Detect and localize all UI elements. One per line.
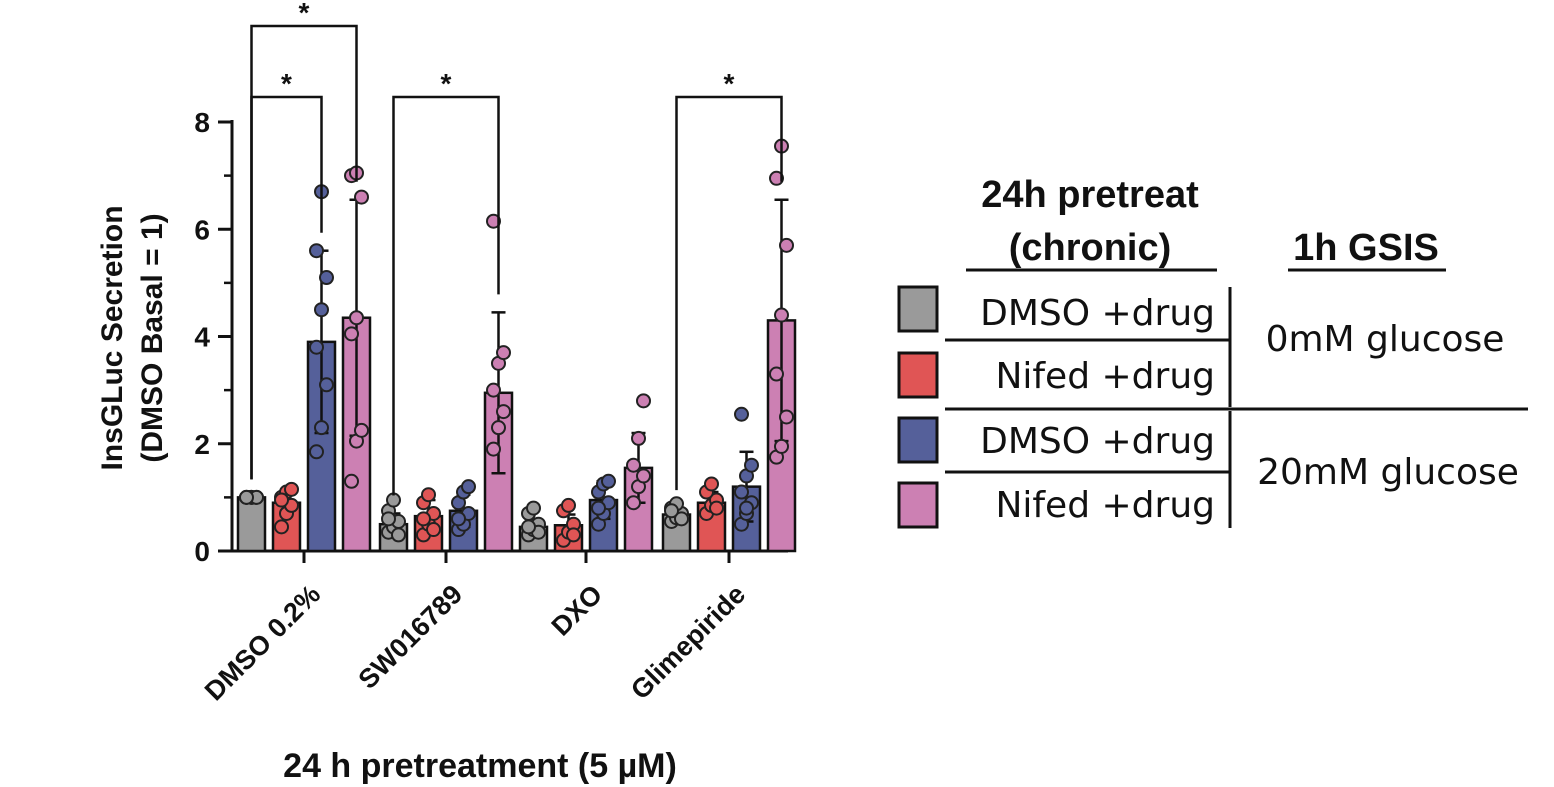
point-s2-c0-5 — [319, 270, 334, 286]
point-s1-c0-0 — [274, 519, 289, 535]
point-s2-c0-6 — [309, 243, 324, 259]
point-s1-c0-5 — [284, 481, 299, 497]
point-s3-c1-6 — [486, 213, 501, 229]
point-s1-c2-4 — [561, 497, 576, 513]
significance-star-3: * — [724, 68, 735, 99]
y-tick-label-0: 0 — [194, 536, 210, 567]
significance-star-0: * — [281, 68, 292, 99]
point-s3-c3-2 — [779, 409, 794, 425]
point-s2-c0-4 — [314, 302, 329, 318]
point-s0-c1-4 — [386, 492, 401, 508]
y-axis-label-line1: InsGLuc Secretion — [96, 205, 129, 470]
y-tick-label-4: 8 — [194, 107, 210, 138]
significance-star-1: * — [299, 0, 310, 28]
legend-item-label-3: Nifed +drug — [995, 485, 1215, 526]
point-s3-c0-2 — [354, 422, 369, 438]
point-s0-c2-4 — [526, 500, 541, 516]
legend-item-label-1: Nifed +drug — [995, 356, 1215, 397]
legend-header-pretreat-line1: 24h pretreat — [981, 174, 1199, 216]
point-s0-c3-5 — [674, 511, 689, 527]
y-tick-label-2: 4 — [194, 322, 210, 353]
point-s3-c1-1 — [491, 420, 506, 436]
point-s2-c3-7 — [739, 500, 754, 516]
significance-bracket-3 — [675, 95, 783, 491]
point-s0-c0-6 — [239, 489, 254, 505]
point-s3-c3-6 — [769, 170, 784, 186]
point-s0-c1-6 — [381, 511, 396, 527]
bar-chart: InsGLuc Secretion (DMSO Basal = 1) 24 h … — [96, 0, 797, 785]
legend-item-label-2: DMSO +drug — [980, 421, 1215, 462]
point-s2-c1-5 — [461, 479, 476, 495]
point-s0-c3-6 — [664, 503, 679, 519]
significance-star-2: * — [441, 68, 452, 99]
point-s2-c0-3 — [309, 339, 324, 355]
point-s3-c1-3 — [486, 382, 501, 398]
point-s1-c2-5 — [566, 527, 581, 543]
point-s1-c1-4 — [421, 487, 436, 503]
point-s3-c0-0 — [344, 473, 359, 489]
point-s3-c2-3 — [626, 457, 641, 473]
legend-group-20mm: 20mM glucose — [1257, 452, 1519, 493]
point-s2-c2-6 — [591, 500, 606, 516]
point-s3-c2-2 — [636, 468, 651, 484]
legend-swatch-2 — [897, 416, 939, 464]
point-s1-c1-6 — [416, 511, 431, 527]
point-s3-c3-5 — [779, 237, 794, 253]
point-s0-c1-5 — [391, 527, 406, 543]
point-s1-c3-4 — [704, 476, 719, 492]
point-s1-c1-5 — [426, 522, 441, 538]
legend-swatch-3 — [897, 481, 939, 529]
legend-group-0mm: 0mM glucose — [1266, 319, 1505, 360]
y-axis-label-line2: (DMSO Basal = 1) — [136, 213, 169, 462]
x-tick-label-2: DXO — [546, 579, 609, 642]
legend-swatch-1 — [897, 351, 939, 399]
legend-header-pretreat-line2: (chronic) — [1009, 227, 1172, 269]
point-s3-c0-4 — [349, 310, 364, 326]
point-s3-c1-0 — [486, 441, 501, 457]
point-s2-c3-5 — [744, 457, 759, 473]
point-s3-c3-3 — [769, 366, 784, 382]
point-s2-c3-6 — [734, 406, 749, 422]
point-s3-c1-5 — [496, 345, 511, 361]
significance-bracket-1 — [250, 24, 358, 480]
bar-s0-c0 — [236, 496, 267, 553]
point-s2-c1-6 — [451, 511, 466, 527]
legend-item-label-0: DMSO +drug — [980, 293, 1215, 334]
point-s2-c2-5 — [601, 473, 616, 489]
point-s3-c0-5 — [354, 189, 369, 205]
point-s1-c0-6 — [274, 492, 289, 508]
point-s1-c3-5 — [709, 500, 724, 516]
x-tick-label-1: SW016789 — [353, 579, 469, 695]
legend: 24h pretreat (chronic) 1h GSIS DMSO +dru… — [897, 174, 1528, 529]
point-s2-c0-1 — [314, 420, 329, 436]
point-s2-c0-0 — [309, 444, 324, 460]
point-s3-c1-2 — [496, 404, 511, 420]
point-s3-c2-0 — [626, 495, 641, 511]
point-s0-c2-6 — [521, 519, 536, 535]
point-s3-c2-5 — [636, 393, 651, 409]
y-tick-label-3: 6 — [194, 214, 210, 245]
point-s2-c3-3 — [734, 484, 749, 500]
legend-header-gsis: 1h GSIS — [1293, 227, 1439, 269]
point-s3-c2-4 — [631, 430, 646, 446]
point-s3-c3-1 — [774, 438, 789, 454]
point-s3-c3-4 — [774, 307, 789, 323]
x-tick-label-3: Glimepiride — [625, 579, 751, 705]
x-axis-label: 24 h pretreatment (5 µM) — [283, 747, 677, 785]
y-tick-label-1: 2 — [194, 429, 210, 460]
legend-swatch-0 — [897, 285, 939, 333]
x-tick-label-0: DMSO 0.2% — [199, 579, 326, 706]
point-s2-c0-2 — [319, 377, 334, 393]
point-s3-c0-3 — [344, 326, 359, 342]
significance-bracket-2 — [392, 95, 500, 496]
